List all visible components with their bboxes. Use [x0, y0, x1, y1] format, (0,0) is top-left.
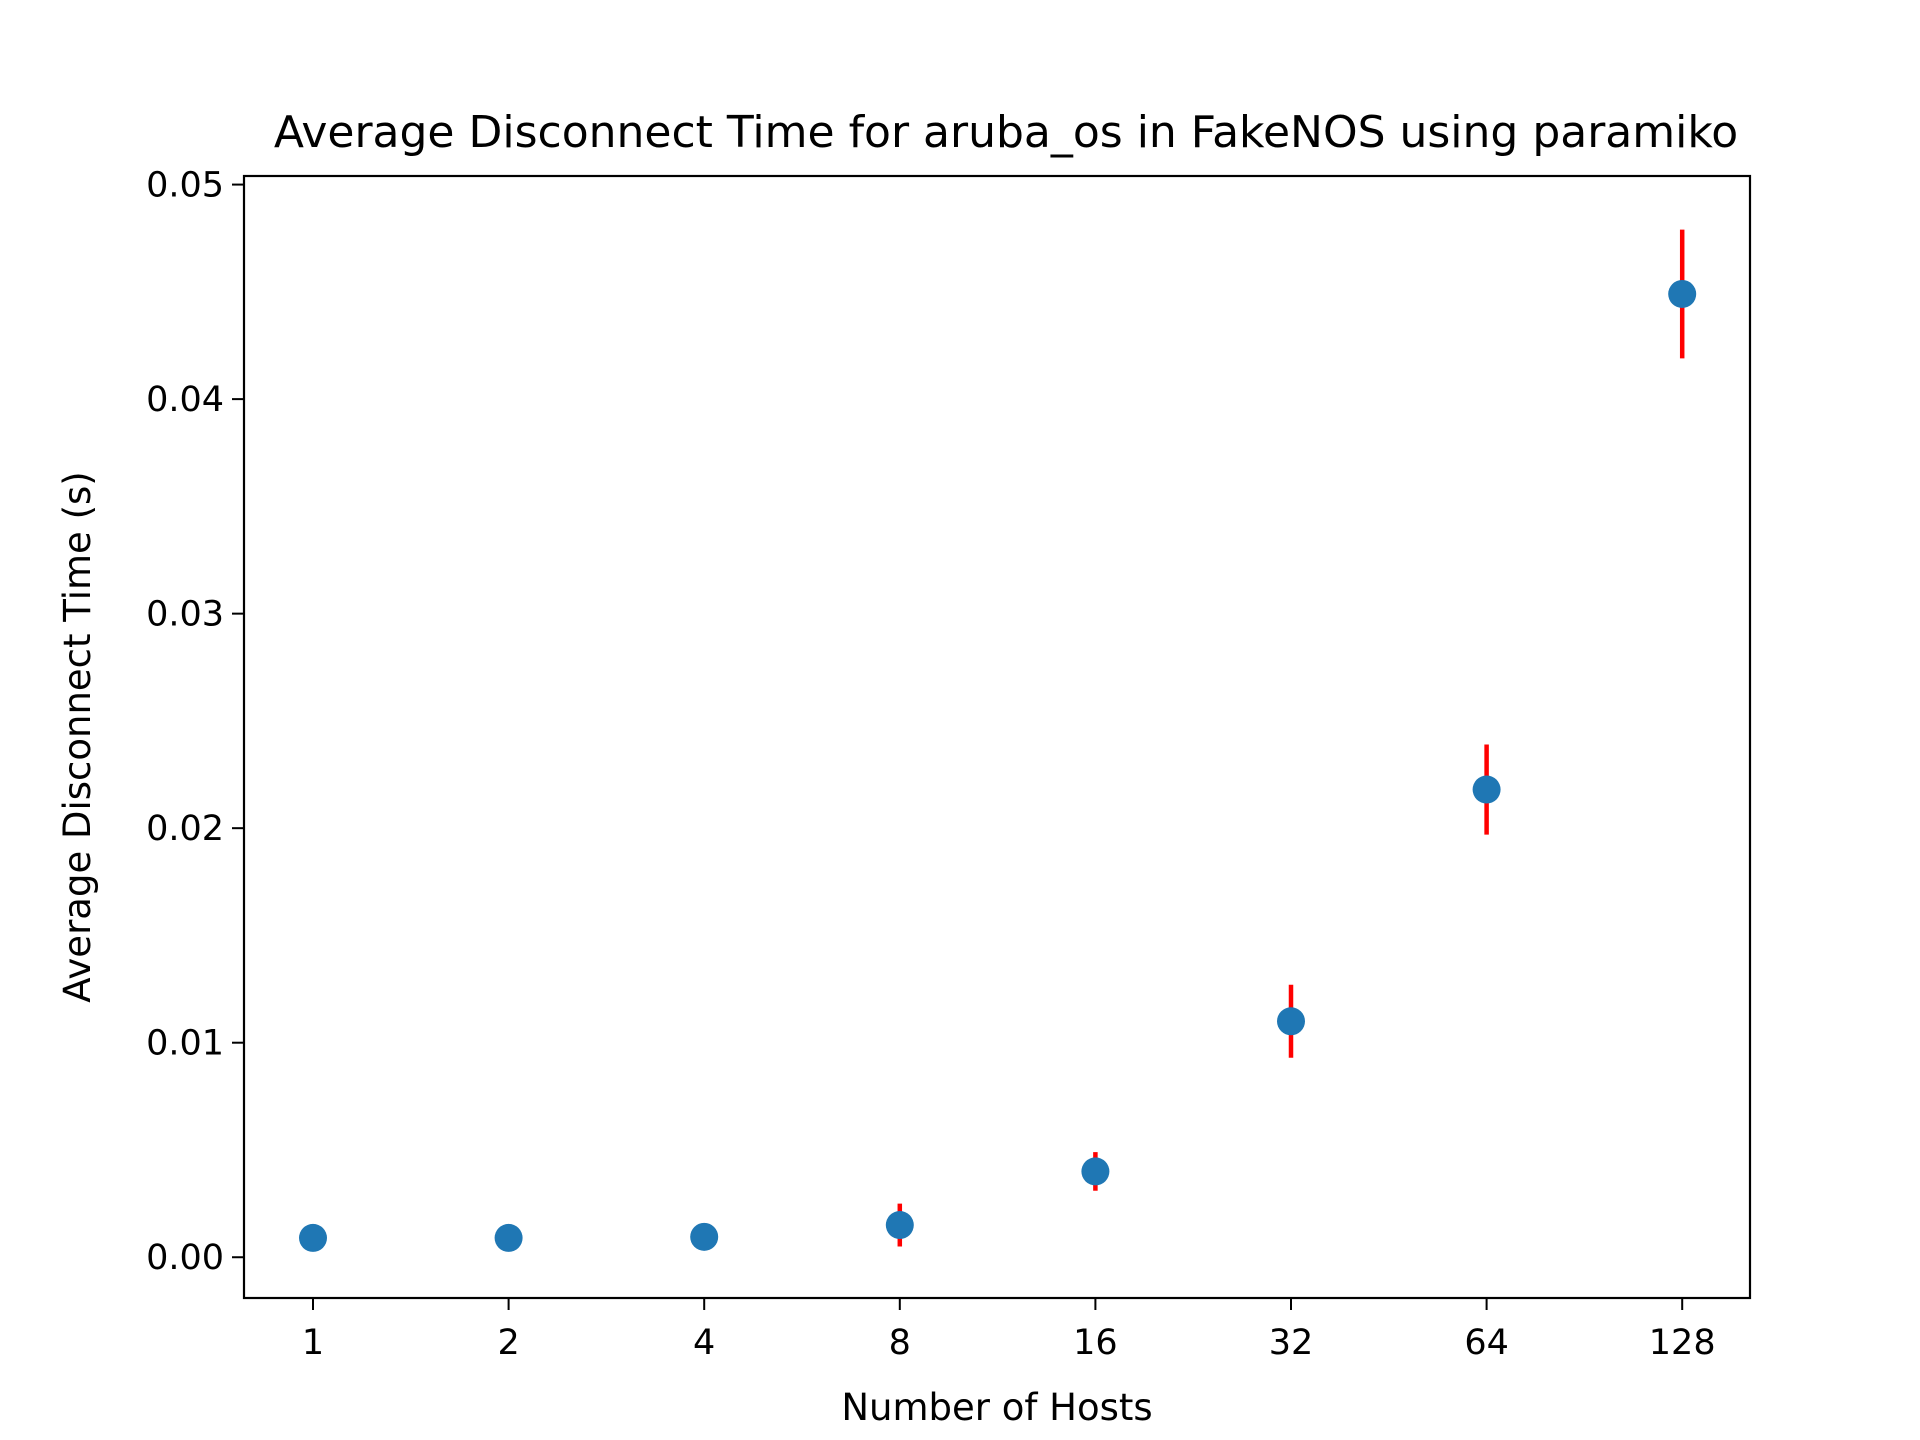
data-point	[690, 1222, 719, 1251]
x-tick-label: 4	[693, 1323, 715, 1363]
plot-area: 0.00 0.01 0.02 0.03 0.04 0.05 1 2 4 8 16 32 64 128	[146, 166, 1716, 1363]
x-tick-label: 16	[1073, 1323, 1118, 1363]
x-tick-label: 32	[1269, 1323, 1314, 1363]
x-tick-label: 2	[497, 1323, 519, 1363]
x-tick-label: 8	[889, 1323, 911, 1363]
data-point	[1081, 1157, 1110, 1186]
y-axis-label: Average Disconnect Time (s)	[56, 471, 99, 1002]
plot-frame	[242, 174, 1752, 1300]
x-tick-label: 128	[1649, 1323, 1716, 1363]
y-tick-label: 0.02	[146, 809, 224, 849]
data-point	[1668, 279, 1697, 308]
y-tick-label: 0.00	[146, 1238, 224, 1278]
x-axis-label: Number of Hosts	[841, 1386, 1152, 1429]
data-point	[1472, 775, 1501, 804]
y-tick-label: 0.05	[146, 166, 224, 206]
x-tick-label: 64	[1464, 1323, 1509, 1363]
data-point	[885, 1211, 914, 1240]
y-tick-label: 0.04	[146, 380, 224, 420]
y-tick-label: 0.01	[146, 1024, 224, 1064]
y-tick-label: 0.03	[146, 595, 224, 635]
data-point	[1277, 1007, 1305, 1036]
x-tick-label: 1	[302, 1323, 324, 1363]
data-point	[494, 1223, 523, 1252]
data-point	[299, 1223, 327, 1252]
chart-title: Average Disconnect Time for aruba_os in …	[274, 107, 1738, 158]
